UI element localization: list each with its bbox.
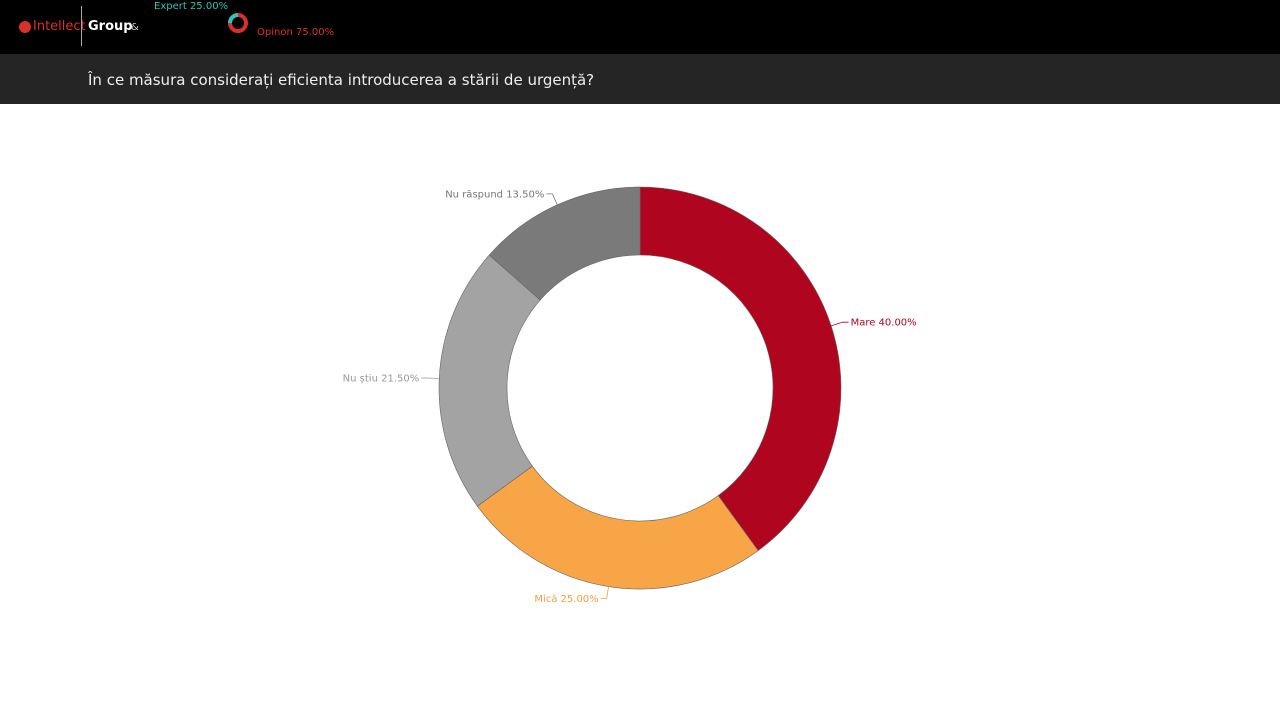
logo-icon (19, 20, 31, 33)
slice-label-3: Nu răspund 13.50% (445, 189, 544, 200)
leader-line-3 (546, 193, 558, 205)
slice-label-0: Mare 40.00% (851, 318, 917, 329)
slice-label-1: Mică 25.00% (534, 594, 598, 605)
ampersand: & (131, 22, 139, 33)
logo[interactable]: Intellect (19, 19, 86, 34)
slice-label-2: Nu știu 21.50% (343, 373, 420, 384)
top-bar: Intellect Group & Expert 25.00% Opinon 7… (0, 0, 1280, 54)
group-text: Group (88, 19, 133, 34)
donut-chart: Mare 40.00% Mică 25.00% Nu știu 21.50% Nu r… (343, 186, 917, 605)
leader-line-1 (600, 586, 609, 599)
question-bar: În ce măsura considerați eficienta intro… (0, 54, 1280, 104)
mini-donut-chart (228, 13, 248, 33)
mini-expert-label: Expert 25.00% (154, 1, 229, 12)
mini-opinion-label: Opinon 75.00% (257, 27, 335, 38)
logo-text: Intellect (33, 19, 86, 34)
mini-expert-arc (228, 13, 239, 24)
slice-0[interactable] (639, 186, 842, 552)
slice-1[interactable] (476, 465, 759, 590)
leader-line-2 (421, 377, 440, 379)
slice-3[interactable] (488, 186, 641, 301)
leader-line-0 (831, 321, 849, 327)
slice-2[interactable] (438, 254, 541, 507)
question-title: În ce măsura considerați eficienta intro… (88, 71, 595, 89)
divider (81, 6, 82, 46)
